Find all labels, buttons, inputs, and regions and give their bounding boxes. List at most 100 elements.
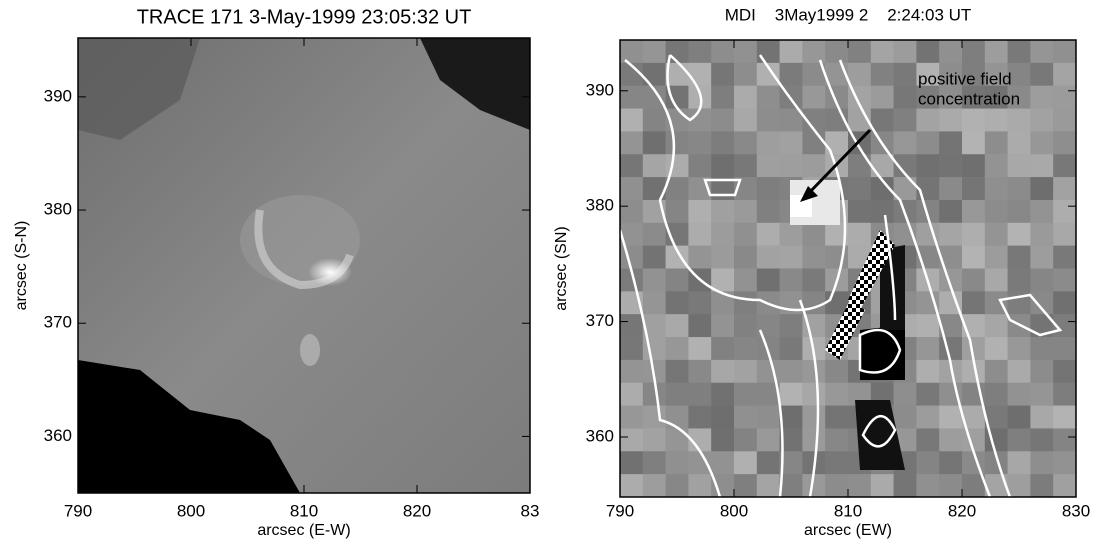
pixel: [916, 62, 940, 86]
pixel: [1030, 131, 1054, 155]
pixel: [642, 474, 666, 497]
pixel: [734, 382, 757, 406]
pixel: [802, 268, 826, 292]
pixel: [893, 405, 917, 429]
pixel: [756, 131, 780, 155]
pixel: [711, 314, 735, 338]
pixel: [939, 222, 963, 246]
pixel: [939, 337, 963, 361]
x-tick-label: 800: [720, 501, 748, 520]
pixel: [620, 451, 643, 475]
pixel: [711, 337, 735, 361]
pixel: [962, 62, 985, 86]
pixel: [893, 108, 917, 132]
pixel: [642, 245, 666, 269]
pixel: [916, 405, 940, 429]
pixel: [1030, 177, 1054, 201]
pixel: [1007, 85, 1031, 109]
pixel: [962, 177, 985, 201]
pixel: [779, 131, 803, 155]
pixel: [802, 428, 826, 452]
pixel: [1030, 291, 1054, 315]
pixel: [711, 245, 735, 269]
pixel: [734, 405, 757, 429]
pixel: [802, 131, 826, 155]
pixel: [962, 474, 985, 497]
y-tick-label: 380: [586, 196, 614, 215]
pixel: [779, 268, 803, 292]
pixel: [870, 177, 894, 201]
pixel: [665, 177, 689, 201]
pixel: [665, 291, 689, 315]
pixel: [1007, 222, 1031, 246]
pixel: [984, 222, 1008, 246]
pixel: [984, 40, 1008, 63]
pixel: [779, 245, 803, 269]
pixel: [984, 314, 1008, 338]
pixel: [1007, 268, 1031, 292]
pixel: [711, 222, 735, 246]
pixel: [642, 177, 666, 201]
pixel: [939, 268, 963, 292]
pixel: [870, 85, 894, 109]
pixel: [642, 428, 666, 452]
pixel: [756, 428, 780, 452]
pixel: [620, 314, 643, 338]
pixel: [734, 337, 757, 361]
pixel: [642, 222, 666, 246]
pixel: [1007, 108, 1031, 132]
pixel: [665, 131, 689, 155]
pixel: [711, 382, 735, 406]
pixel: [688, 62, 712, 86]
pixel: [711, 291, 735, 315]
pixel: [870, 199, 894, 223]
pixel: [939, 451, 963, 475]
pixel: [734, 314, 757, 338]
pixel: [711, 131, 735, 155]
x-tick-label: 820: [948, 501, 976, 520]
y-axis-label: arcsec (S-N): [13, 221, 30, 311]
pixel: [688, 154, 712, 178]
pixel: [688, 291, 712, 315]
pixel: [779, 428, 803, 452]
pixel: [756, 62, 780, 86]
pixel: [916, 85, 940, 109]
pixel: [642, 451, 666, 475]
pixel: [1007, 199, 1031, 223]
pixel: [802, 291, 826, 315]
pixel: [779, 154, 803, 178]
pixel: [939, 62, 963, 86]
pixel: [802, 85, 826, 109]
pixel: [1030, 314, 1054, 338]
x-axis-label: arcsec (EW): [804, 522, 892, 539]
pixel: [642, 85, 666, 109]
pixel: [939, 474, 963, 497]
pixel: [1053, 40, 1076, 63]
pixel: [1030, 245, 1054, 269]
pixel: [962, 108, 985, 132]
pixel: [962, 405, 985, 429]
pixel: [802, 245, 826, 269]
pixel: [756, 40, 780, 63]
pixel: [916, 108, 940, 132]
pixel: [984, 337, 1008, 361]
y-tick-label: 390: [586, 80, 614, 99]
pixel: [711, 154, 735, 178]
pixel: [984, 382, 1008, 406]
pixel: [1030, 337, 1054, 361]
pixel: [620, 268, 643, 292]
pixel: [734, 451, 757, 475]
pixel: [939, 245, 963, 269]
pixel: [711, 268, 735, 292]
x-tick-label: 790: [606, 501, 634, 520]
y-tick-label: 370: [44, 313, 72, 332]
pixel: [756, 108, 780, 132]
pixel: [642, 108, 666, 132]
pixel: [1053, 108, 1076, 132]
pixel: [642, 314, 666, 338]
pixel: [1053, 154, 1076, 178]
pixel: [1053, 199, 1076, 223]
pixel: [962, 40, 985, 63]
pixel: [756, 268, 780, 292]
